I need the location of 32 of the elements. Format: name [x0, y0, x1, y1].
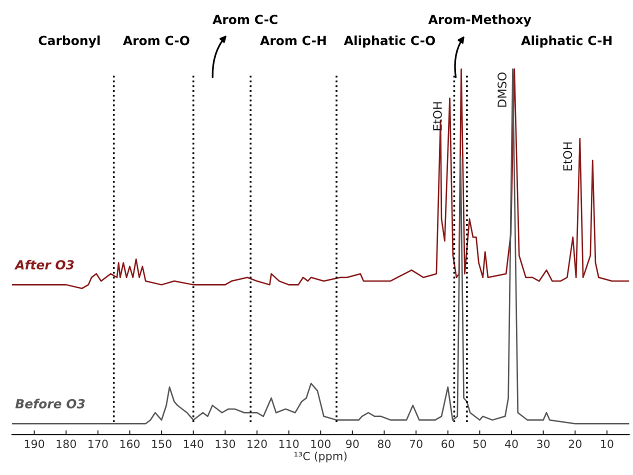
text: Arom-Methoxy: [428, 14, 532, 27]
x-tick-label: 110: [279, 440, 299, 448]
x-tick-label: 130: [216, 440, 236, 448]
text: Arom C-C: [212, 14, 278, 24]
x-tick-label: 10: [601, 440, 614, 448]
x-tick-label: 20: [568, 440, 582, 448]
text: Arom C-O: [122, 36, 190, 46]
text: Carbonyl: [38, 35, 100, 48]
x-tick-label: 50: [473, 440, 486, 448]
x-tick-label: 180: [56, 440, 76, 448]
x-tick-label: 70: [410, 440, 422, 448]
x-tick-label: 120: [248, 440, 267, 448]
x-tick-label: 140: [184, 440, 204, 448]
text: Aliphatic C-H: [521, 36, 612, 48]
x-tick-label: 60: [442, 440, 454, 448]
text: Aliphatic C-O: [344, 36, 436, 48]
x-axis-title: ¹³C (ppm): [294, 452, 347, 462]
series-label: Before O3: [15, 398, 85, 408]
x-tick-label: 80: [378, 440, 391, 448]
x-tick-label: 40: [504, 440, 518, 448]
x-tick-label: 150: [152, 440, 172, 448]
text: Arom C-H: [260, 36, 326, 46]
x-tick-label: 170: [88, 440, 108, 448]
annotation: EtOH: [563, 142, 572, 170]
annotation: EtOH: [433, 102, 442, 130]
series-label: After O3: [14, 260, 74, 270]
annotation: DMSO: [498, 72, 507, 107]
x-tick-label: 30: [537, 440, 550, 448]
x-tick-label: 160: [120, 440, 140, 448]
x-tick-label: 90: [346, 440, 359, 448]
x-tick-label: 190: [24, 440, 44, 448]
x-tick-label: 100: [311, 440, 330, 448]
